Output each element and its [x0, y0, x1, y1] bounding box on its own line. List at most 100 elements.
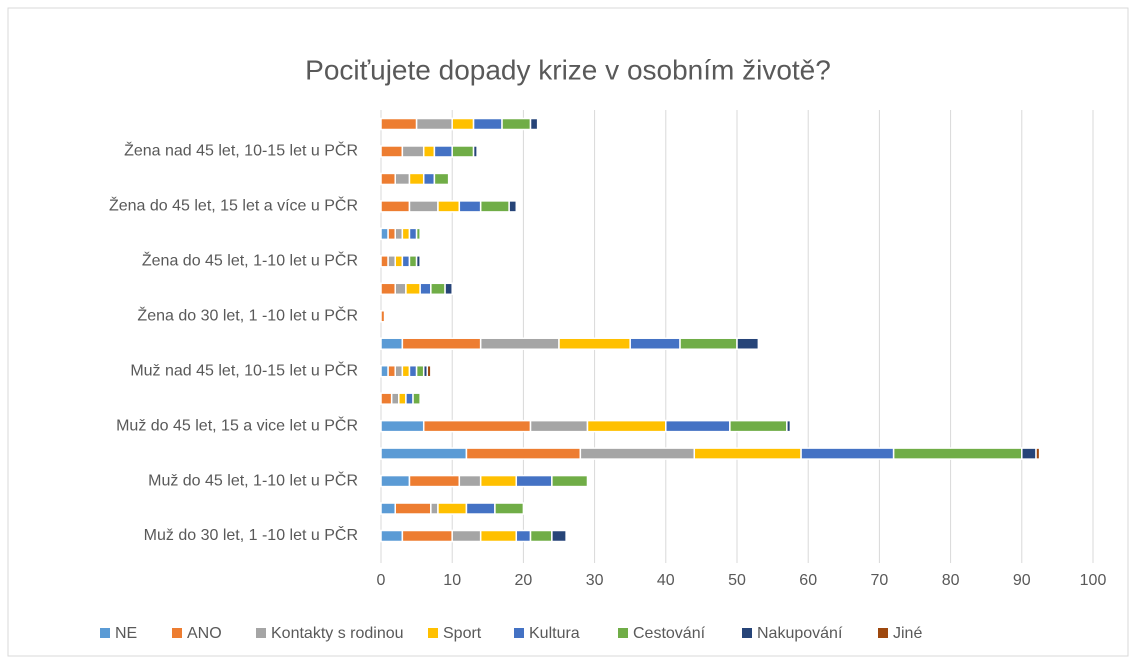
bar-segment — [380, 255, 389, 268]
bar-segment — [405, 392, 414, 405]
bar-segment — [408, 255, 418, 268]
bar-segment — [380, 529, 404, 543]
bar-segment — [401, 364, 411, 378]
bar-segment — [494, 502, 525, 515]
bar-segment — [529, 419, 589, 433]
y-tick-label: Žena nad 45 let, 10-15 let u PČR — [124, 141, 358, 160]
x-tick-label: 100 — [1080, 572, 1107, 589]
bar-segment — [451, 145, 475, 158]
bar-segment — [465, 502, 496, 515]
bar-segment — [387, 227, 396, 241]
legend-label: Nakupování — [757, 625, 843, 642]
bar-segment — [786, 419, 792, 433]
bar-segment — [408, 200, 439, 213]
bar-segment — [430, 282, 446, 296]
bar-segment — [515, 529, 532, 543]
bar-segment — [508, 200, 518, 213]
bar-segment — [558, 337, 631, 350]
bar-segment — [380, 364, 389, 378]
bar-segment — [433, 172, 450, 186]
legend-swatch — [514, 628, 524, 638]
bar-segment — [479, 474, 518, 488]
x-tick-label: 0 — [377, 572, 386, 589]
bar-segment — [380, 117, 418, 131]
bar-segment — [380, 392, 393, 405]
bar-segment — [437, 200, 461, 213]
bar-segment — [398, 392, 407, 405]
bar-segment — [380, 474, 411, 488]
bar-segment — [394, 255, 404, 268]
chart-border — [7, 7, 1129, 657]
bar-segment — [422, 419, 532, 433]
chart-title: Pociťujete dopady krize v osobním životě… — [305, 54, 831, 85]
bar-segment — [465, 447, 582, 460]
bar-segment — [800, 447, 895, 460]
x-tick-label: 10 — [443, 572, 461, 589]
bar-segment — [415, 227, 421, 241]
legend-label: Jiné — [893, 625, 922, 642]
bar-segment — [394, 502, 432, 515]
bar-segment — [380, 227, 389, 241]
x-tick-label: 60 — [799, 572, 817, 589]
bar-segment — [408, 227, 418, 241]
bar-segment — [387, 255, 396, 268]
bar-segment — [387, 364, 396, 378]
bar-segment — [415, 364, 425, 378]
bar-segment — [458, 200, 482, 213]
bar-segment — [380, 310, 386, 323]
bar-segment — [401, 337, 482, 350]
bar-segment — [430, 502, 439, 515]
legend-label: Kontakty s rodinou — [271, 625, 404, 642]
x-tick-label: 30 — [586, 572, 604, 589]
bar-segment — [444, 282, 453, 296]
bar-segment — [665, 419, 731, 433]
bar-segment — [380, 447, 468, 460]
bar-segment — [437, 502, 468, 515]
bar-segment — [892, 447, 1023, 460]
bar-segment — [401, 227, 411, 241]
x-tick-label: 90 — [1013, 572, 1031, 589]
x-tick-label: 20 — [515, 572, 533, 589]
legend-swatch — [878, 628, 888, 638]
bar-segment — [479, 200, 510, 213]
bar-segment — [408, 172, 425, 186]
legend-swatch — [428, 628, 438, 638]
y-tick-label: Žena do 30 let, 1 -10 let u PČR — [137, 305, 358, 324]
bar-segment — [501, 117, 532, 131]
y-tick-label: Muž nad 45 let, 10-15 let u PČR — [130, 360, 358, 379]
legend-label: ANO — [187, 625, 222, 642]
bar-segment — [394, 364, 404, 378]
y-tick-label: Muž do 45 let, 15 a vice let u PČR — [116, 415, 358, 434]
bar-segment — [479, 337, 560, 350]
y-tick-label: Žena do 45 let, 1-10 let u PČR — [142, 251, 358, 270]
bar-segment — [412, 392, 421, 405]
y-tick-label: Muž do 30 let, 1 -10 let u PČR — [144, 525, 358, 544]
legend-swatch — [618, 628, 628, 638]
bar-segment — [529, 117, 539, 131]
bar-segment — [472, 117, 503, 131]
bar-segment — [380, 337, 404, 350]
bar-segment — [426, 364, 432, 378]
bar-segment — [401, 255, 411, 268]
bar-segment — [390, 392, 400, 405]
bar-segment — [1035, 447, 1041, 460]
bar-segment — [380, 145, 404, 158]
bar-segment — [394, 282, 407, 296]
legend-label: NE — [115, 625, 137, 642]
x-tick-label: 70 — [871, 572, 889, 589]
x-tick-label: 80 — [942, 572, 960, 589]
bar-segment — [551, 474, 589, 488]
y-tick-label: Žena do 45 let, 15 let a více u PČR — [109, 196, 358, 215]
bar-segment — [458, 474, 482, 488]
bar-segment — [736, 337, 760, 350]
bar-segment — [415, 255, 421, 268]
bar-segment — [380, 200, 411, 213]
bar-segment — [408, 364, 418, 378]
bar-segment — [515, 474, 553, 488]
bar-segment — [422, 145, 436, 158]
legend-label: Kultura — [529, 625, 580, 642]
bar-segment — [451, 529, 482, 543]
bar-segment — [479, 529, 518, 543]
legend-swatch — [742, 628, 752, 638]
bar-segment — [380, 172, 396, 186]
